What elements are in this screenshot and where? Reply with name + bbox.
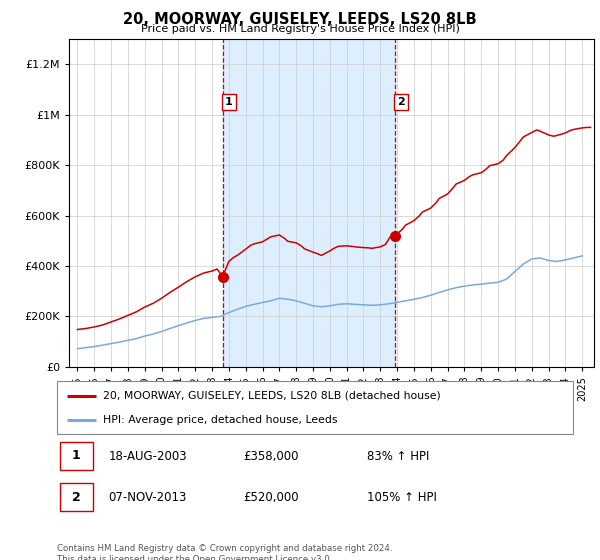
Text: 83% ↑ HPI: 83% ↑ HPI xyxy=(367,450,429,463)
Text: 18-AUG-2003: 18-AUG-2003 xyxy=(109,450,187,463)
Bar xyxy=(223,39,395,367)
Text: £358,000: £358,000 xyxy=(243,450,298,463)
FancyBboxPatch shape xyxy=(59,442,93,470)
Text: 2: 2 xyxy=(397,97,405,107)
Text: 2: 2 xyxy=(72,491,81,504)
Text: 07-NOV-2013: 07-NOV-2013 xyxy=(109,491,187,505)
Text: Price paid vs. HM Land Registry's House Price Index (HPI): Price paid vs. HM Land Registry's House … xyxy=(140,24,460,34)
FancyBboxPatch shape xyxy=(59,483,93,511)
FancyBboxPatch shape xyxy=(57,381,573,434)
Text: HPI: Average price, detached house, Leeds: HPI: Average price, detached house, Leed… xyxy=(103,415,338,425)
Text: £520,000: £520,000 xyxy=(243,491,298,505)
Text: 20, MOORWAY, GUISELEY, LEEDS, LS20 8LB: 20, MOORWAY, GUISELEY, LEEDS, LS20 8LB xyxy=(123,12,477,27)
Text: 1: 1 xyxy=(225,97,233,107)
Text: Contains HM Land Registry data © Crown copyright and database right 2024.
This d: Contains HM Land Registry data © Crown c… xyxy=(57,544,392,560)
Text: 105% ↑ HPI: 105% ↑ HPI xyxy=(367,491,436,505)
Text: 20, MOORWAY, GUISELEY, LEEDS, LS20 8LB (detached house): 20, MOORWAY, GUISELEY, LEEDS, LS20 8LB (… xyxy=(103,391,441,401)
Text: 1: 1 xyxy=(72,449,81,462)
